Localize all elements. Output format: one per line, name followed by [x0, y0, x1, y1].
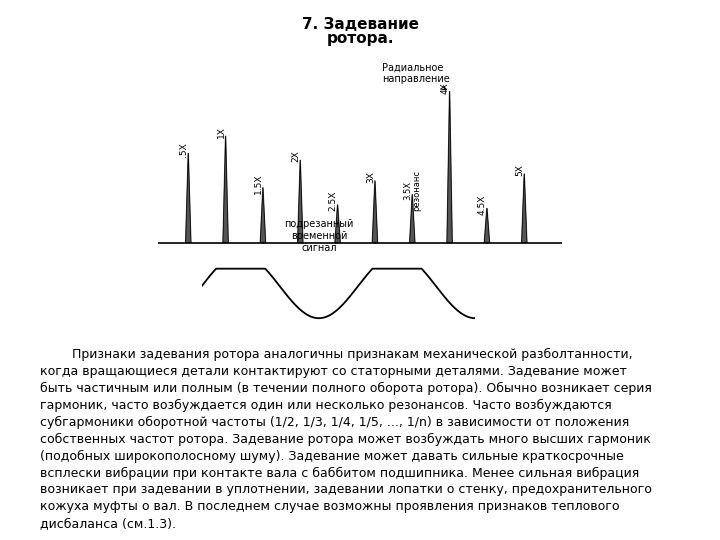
Polygon shape: [372, 181, 377, 242]
Text: .5X: .5X: [179, 143, 188, 157]
Polygon shape: [297, 160, 303, 242]
Polygon shape: [485, 208, 490, 242]
Polygon shape: [410, 194, 415, 242]
Polygon shape: [447, 91, 452, 242]
Polygon shape: [186, 153, 191, 242]
Text: 1.5X: 1.5X: [254, 174, 263, 194]
Polygon shape: [223, 136, 228, 242]
Text: 5X: 5X: [516, 164, 524, 176]
Text: резонанс: резонанс: [413, 171, 421, 212]
Text: 3.5X: 3.5X: [403, 181, 413, 200]
Text: Признаки задевания ротора аналогичны признакам механической разболтанности,
когд: Признаки задевания ротора аналогичны при…: [40, 348, 652, 530]
Text: 4X: 4X: [441, 82, 449, 94]
Polygon shape: [335, 205, 341, 242]
Text: 1X: 1X: [217, 126, 225, 138]
Polygon shape: [522, 174, 527, 242]
Polygon shape: [261, 187, 266, 242]
Text: 7. Задевание: 7. Задевание: [302, 17, 418, 32]
Text: ротора.: ротора.: [326, 31, 394, 46]
Text: 2.5X: 2.5X: [328, 191, 338, 212]
Text: 4.5X: 4.5X: [478, 194, 487, 215]
Text: 2X: 2X: [292, 151, 300, 163]
Text: 3X: 3X: [366, 171, 375, 183]
Text: Радиальное
направление: Радиальное направление: [382, 63, 450, 90]
Text: подрезанный
временной
сигнал: подрезанный временной сигнал: [284, 219, 354, 253]
